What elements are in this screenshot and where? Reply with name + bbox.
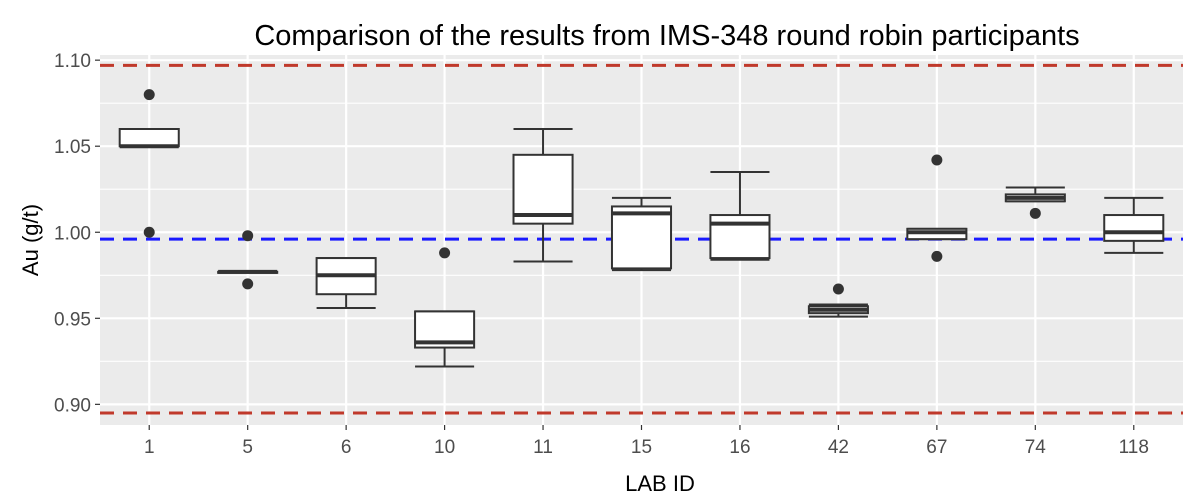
- outlier-point: [832, 283, 844, 295]
- chart-title: Comparison of the results from IMS-348 r…: [254, 20, 1079, 52]
- x-axis-title: LAB ID: [625, 471, 695, 496]
- box-iqr: [709, 214, 771, 260]
- box-lab-15: [610, 196, 673, 272]
- x-tick-label: 10: [434, 437, 455, 458]
- outlier-point: [143, 89, 155, 101]
- box-lab-16: [709, 171, 771, 261]
- outlier-point: [1029, 207, 1041, 219]
- y-axis-title: Au (g/t): [18, 204, 43, 276]
- x-tick-label: 67: [926, 437, 947, 458]
- box-lab-74: [1004, 186, 1066, 219]
- x-tick-label: 11: [533, 437, 553, 458]
- x-tick-label: 5: [242, 437, 253, 458]
- y-tick-label: 1.10: [54, 51, 91, 72]
- axis-layer: 0.900.951.001.051.101 5 6 10 11 15 16 42 67 74 118: [54, 51, 1149, 458]
- x-tick-label: 1: [144, 437, 155, 458]
- x-tick-label: 74: [1025, 437, 1047, 458]
- y-tick-label: 0.95: [54, 309, 91, 330]
- y-tick-label: 1.00: [54, 223, 91, 244]
- box-iqr: [118, 128, 180, 148]
- box-lab-67: [906, 154, 968, 262]
- box-iqr: [1103, 214, 1165, 242]
- box-layer: [118, 89, 1165, 368]
- x-tick-label: 6: [341, 437, 352, 458]
- box-lab-1: [118, 89, 180, 238]
- box-lab-10: [414, 247, 476, 368]
- box-lab-6: [315, 257, 377, 309]
- x-tick-label: 15: [631, 437, 652, 458]
- outlier-point: [931, 154, 943, 166]
- outlier-point: [931, 250, 943, 262]
- y-tick-label: 0.90: [54, 395, 91, 416]
- box-lab-5: [217, 230, 279, 290]
- x-tick-label: 118: [1119, 437, 1149, 458]
- outlier-point: [439, 247, 451, 259]
- box-lab-118: [1103, 196, 1165, 254]
- outlier-point: [143, 226, 155, 238]
- x-tick-label: 16: [729, 437, 750, 458]
- y-tick-label: 1.05: [54, 137, 91, 158]
- box-iqr: [512, 153, 574, 225]
- outlier-point: [242, 230, 254, 242]
- x-tick-label: 42: [828, 437, 849, 458]
- box-lab-11: [512, 128, 574, 263]
- box-iqr: [610, 205, 673, 270]
- box-lab-42: [807, 283, 869, 318]
- outlier-point: [242, 278, 254, 290]
